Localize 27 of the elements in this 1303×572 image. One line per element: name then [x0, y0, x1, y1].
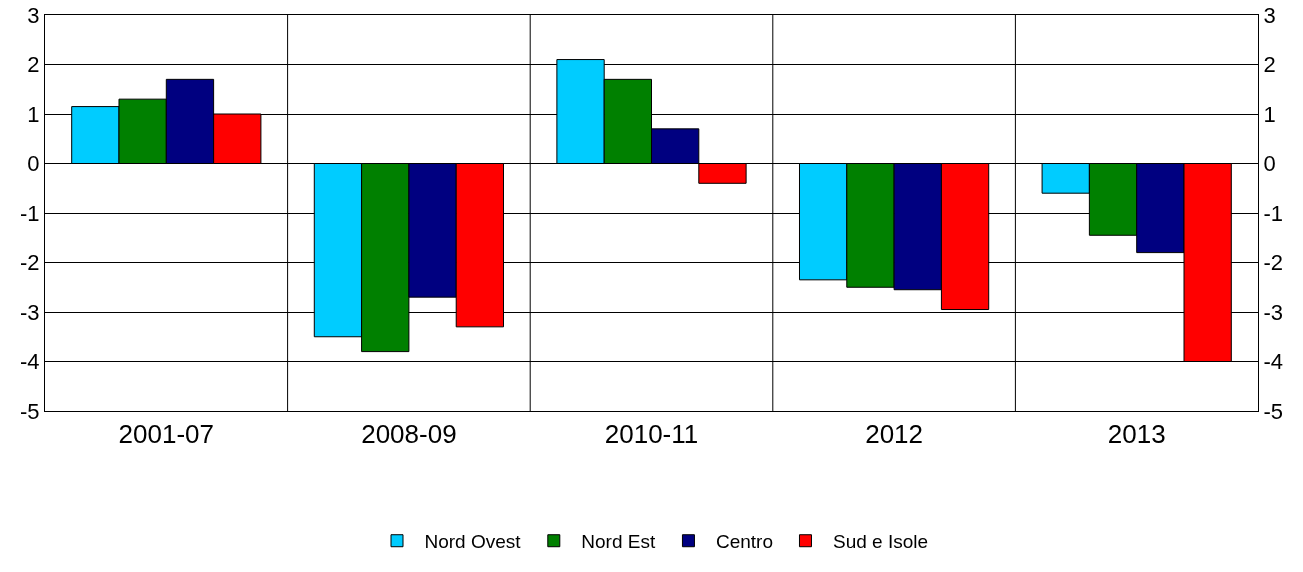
y2-tick-label: -2	[1263, 250, 1283, 276]
legend-label: Nord Ovest	[424, 531, 522, 553]
y-tick-label: -5	[20, 398, 40, 424]
x-tick-label: 2013	[1107, 419, 1166, 450]
y-tick-label: -3	[20, 299, 40, 325]
y2-tick-label: -1	[1263, 200, 1283, 226]
y2-tick-label: 0	[1263, 151, 1276, 177]
legend-label: Centro	[715, 531, 773, 553]
legend-label: Nord Est	[581, 531, 656, 553]
y-tick-label: -4	[20, 349, 40, 375]
y2-tick-label: 3	[1263, 2, 1276, 28]
y2-tick-label: 2	[1263, 52, 1276, 78]
y2-tick-label: -5	[1263, 398, 1283, 424]
x-tick-label: 2012	[865, 419, 924, 450]
y-tick-label: 3	[27, 2, 40, 28]
y-tick-label: 2	[27, 52, 40, 78]
y-tick-label: 1	[27, 101, 40, 127]
y-tick-label: -1	[20, 200, 40, 226]
y2-tick-label: -3	[1263, 299, 1283, 325]
x-tick-label: 2001-07	[118, 419, 215, 450]
y-tick-label: -2	[20, 250, 40, 276]
x-tick-label: 2008-09	[361, 419, 457, 450]
y2-tick-label: -4	[1263, 349, 1283, 375]
y-tick-label: 0	[27, 151, 40, 177]
x-tick-label: 2010-11	[604, 419, 699, 450]
y2-tick-label: 1	[1263, 101, 1276, 127]
legend-label: Sud e Isole	[832, 531, 929, 553]
